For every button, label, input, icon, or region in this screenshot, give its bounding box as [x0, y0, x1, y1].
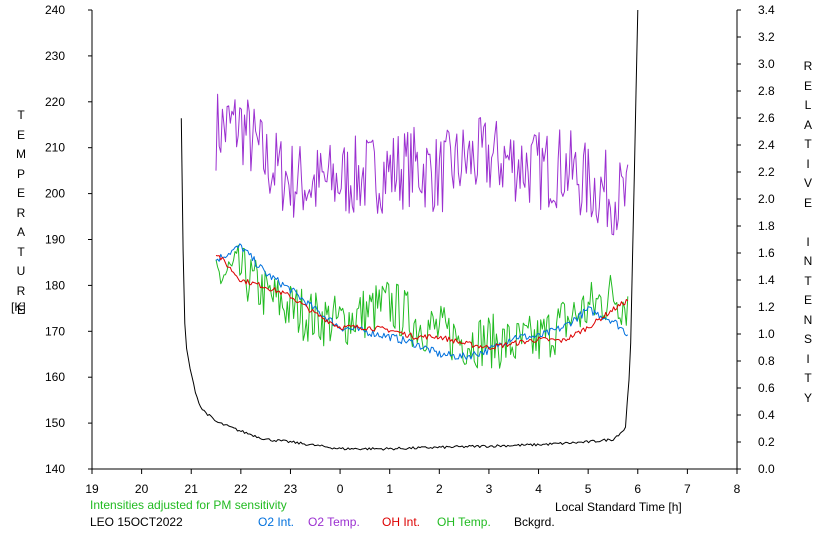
- x-tick-label: 23: [284, 482, 298, 496]
- y-left-tick-label: 220: [45, 95, 65, 109]
- y-right-tick-label: 1.2: [758, 300, 775, 314]
- x-tick-label: 7: [684, 482, 691, 496]
- x-tick-label: 8: [734, 482, 741, 496]
- y-right-tick-label: 1.0: [758, 327, 775, 341]
- y-right-tick-label: 3.4: [758, 3, 775, 17]
- y-left-tick-label: 210: [45, 141, 65, 155]
- y-right-tick-label: 2.2: [758, 165, 775, 179]
- y-left-tick-label: 160: [45, 370, 65, 384]
- x-tick-label: 3: [486, 482, 493, 496]
- y-left-tick-label: 150: [45, 416, 65, 430]
- series-line-o2-temp: [215, 93, 629, 236]
- x-tick-label: 1: [386, 482, 393, 496]
- y-right-tick-label: 3.2: [758, 30, 775, 44]
- legend-o2-temp: O2 Temp.: [308, 515, 360, 529]
- y-right-tick-label: 2.8: [758, 84, 775, 98]
- y-right-tick-label: 1.6: [758, 246, 775, 260]
- y-left-tick-label: 180: [45, 278, 65, 292]
- y-right-tick-label: 0.2: [758, 435, 775, 449]
- x-tick-label: 0: [337, 482, 344, 496]
- x-tick-label: 6: [634, 482, 641, 496]
- y-right-tick-label: 0.4: [758, 408, 775, 422]
- y-right-tick-label: 0.6: [758, 381, 775, 395]
- y-left-tick-label: 190: [45, 233, 65, 247]
- x-axis-title: Local Standard Time [h]: [555, 500, 682, 514]
- y-left-unit: [K]: [11, 300, 26, 314]
- x-tick-label: 19: [85, 482, 99, 496]
- series-line-o2-int: [215, 243, 629, 360]
- y-right-tick-label: 3.0: [758, 57, 775, 71]
- y-right-tick-label: 1.4: [758, 273, 775, 287]
- x-tick-label: 5: [585, 482, 592, 496]
- series-line-oh-int: [215, 255, 629, 350]
- y-right-tick-label: 1.8: [758, 219, 775, 233]
- pm-sensitivity-note: Intensities adjusted for PM sensitivity: [90, 498, 287, 512]
- y-left-tick-label: 230: [45, 49, 65, 63]
- series-line-oh-temp: [215, 244, 629, 369]
- y-right-tick-label: 0.0: [758, 462, 775, 476]
- y-left-tick-label: 200: [45, 187, 65, 201]
- station-date-label: LEO 15OCT2022: [90, 515, 183, 529]
- y-right-tick-label: 2.6: [758, 111, 775, 125]
- x-tick-label: 20: [135, 482, 149, 496]
- x-tick-label: 21: [185, 482, 199, 496]
- y-left-tick-label: 140: [45, 462, 65, 476]
- x-tick-label: 4: [535, 482, 542, 496]
- x-tick-label: 2: [436, 482, 443, 496]
- y-left-tick-label: 240: [45, 3, 65, 17]
- legend-bckgrd: Bckgrd.: [514, 515, 555, 529]
- legend-oh-temp: OH Temp.: [437, 515, 491, 529]
- series-line-bckgrd: [180, 9, 639, 451]
- x-tick-label: 22: [234, 482, 248, 496]
- y-right-tick-label: 0.8: [758, 354, 775, 368]
- y-right-tick-label: 2.0: [758, 192, 775, 206]
- y-right-tick-label: 2.4: [758, 138, 775, 152]
- y-left-tick-label: 170: [45, 324, 65, 338]
- legend-oh-int: OH Int.: [382, 515, 421, 529]
- legend-o2-int: O2 Int.: [258, 515, 295, 529]
